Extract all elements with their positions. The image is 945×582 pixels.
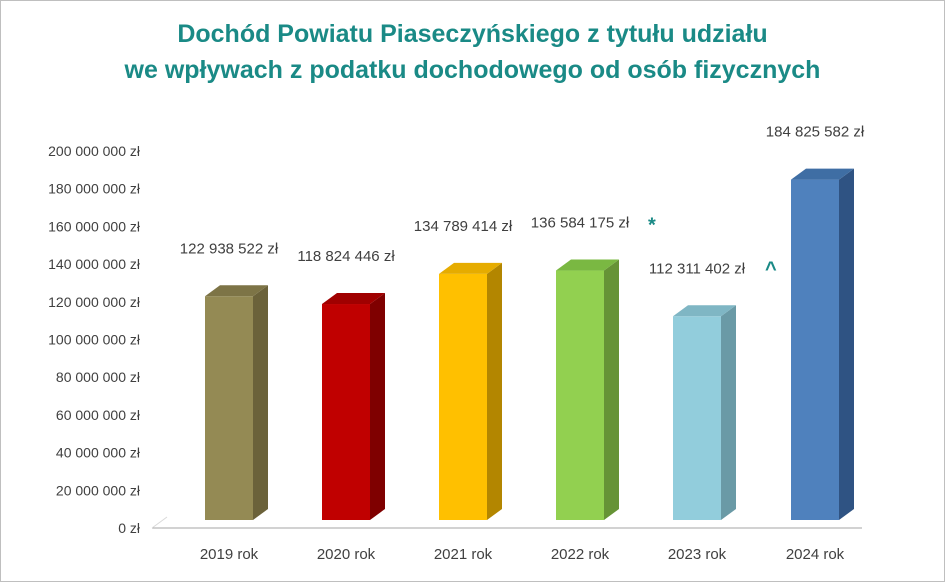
y-tick-label: 20 000 000 zł [56, 482, 141, 498]
bar-front [205, 296, 253, 520]
chart-title-line-2: we wpływach z podatku dochodowego od osó… [124, 56, 821, 84]
bar-top [673, 305, 736, 317]
bar [439, 262, 502, 520]
bar-side [370, 293, 385, 520]
y-tick-label: 60 000 000 zł [56, 407, 141, 423]
y-tick-label: 160 000 000 zł [48, 218, 141, 234]
y-tick-label: 200 000 000 zł [48, 143, 141, 159]
bar-side [721, 305, 736, 520]
bar-top [556, 259, 619, 271]
data-label: 112 311 402 zł [649, 260, 746, 277]
bar-front [556, 270, 604, 520]
data-label: 118 824 446 zł [297, 248, 395, 265]
bar-top [791, 168, 854, 180]
x-tick-label: 2019 rok [200, 546, 259, 563]
bar-side [604, 259, 619, 520]
bar-front [439, 273, 487, 520]
x-tick-label: 2024 rok [786, 546, 845, 563]
y-tick-label: 140 000 000 zł [48, 256, 141, 272]
bar [791, 168, 854, 521]
bar-layer [205, 168, 854, 521]
bar-side [487, 262, 502, 520]
bar-side [839, 168, 854, 521]
bar-front [791, 179, 839, 521]
label-layer: 2019 rok 122 938 522 zł 2020 rok 118 824 44… [180, 124, 865, 563]
floor-edge-line [151, 516, 168, 529]
x-tick-label: 2023 rok [668, 546, 727, 563]
y-tick-label: 0 zł [118, 520, 141, 536]
bar-side [253, 285, 268, 520]
annotation-marker: * [648, 215, 656, 237]
x-tick-label: 2022 rok [551, 546, 610, 563]
bar [556, 259, 619, 520]
bar-front [322, 304, 370, 520]
y-tick-label: 180 000 000 zł [48, 181, 141, 197]
bar-front [673, 316, 721, 520]
x-tick-label: 2020 rok [317, 546, 376, 563]
bar [205, 285, 268, 520]
y-tick-label: 100 000 000 zł [48, 332, 141, 348]
bar [322, 293, 385, 520]
data-label: 134 789 414 zł [414, 218, 513, 235]
x-tick-label: 2021 rok [434, 546, 493, 563]
bar-top [439, 262, 502, 274]
data-label: 136 584 175 zł [531, 215, 630, 232]
annotation-marker: ^ [765, 258, 777, 280]
axis-layer: 0 zł 20 000 000 zł 40 000 000 zł 60 000 000… [48, 143, 862, 536]
chart-title-line-1: Dochód Powiatu Piaseczyńskiego z tytułu … [177, 20, 768, 48]
chart-title: Dochód Powiatu Piaseczyńskiego z tytułu … [0, 16, 945, 88]
bar-top [322, 293, 385, 305]
y-tick-label: 40 000 000 zł [56, 445, 141, 461]
y-tick-label: 80 000 000 zł [56, 369, 141, 385]
bar-top [205, 285, 268, 297]
data-label: 122 938 522 zł [180, 240, 279, 257]
data-label: 184 825 582 zł [766, 124, 865, 141]
y-tick-label: 120 000 000 zł [48, 294, 141, 310]
bar [673, 305, 736, 520]
